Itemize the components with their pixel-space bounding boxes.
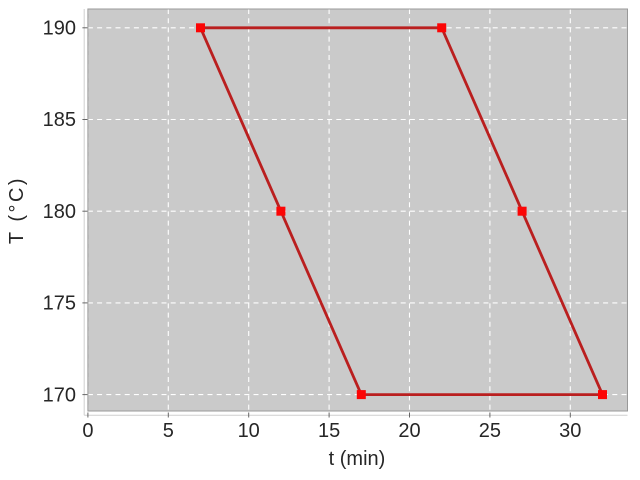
svg-text:5: 5	[163, 420, 174, 442]
svg-text:0: 0	[82, 420, 93, 442]
svg-text:t (min): t (min)	[329, 448, 386, 470]
svg-text:15: 15	[318, 420, 340, 442]
svg-text:190: 190	[43, 18, 76, 40]
svg-text:T (°C): T (°C)	[6, 176, 28, 244]
svg-text:170: 170	[43, 384, 76, 406]
svg-text:25: 25	[479, 420, 501, 442]
svg-text:20: 20	[398, 420, 420, 442]
svg-text:30: 30	[559, 420, 581, 442]
svg-text:10: 10	[238, 420, 260, 442]
svg-text:180: 180	[43, 201, 76, 223]
svg-text:185: 185	[43, 109, 76, 131]
svg-text:175: 175	[43, 293, 76, 315]
